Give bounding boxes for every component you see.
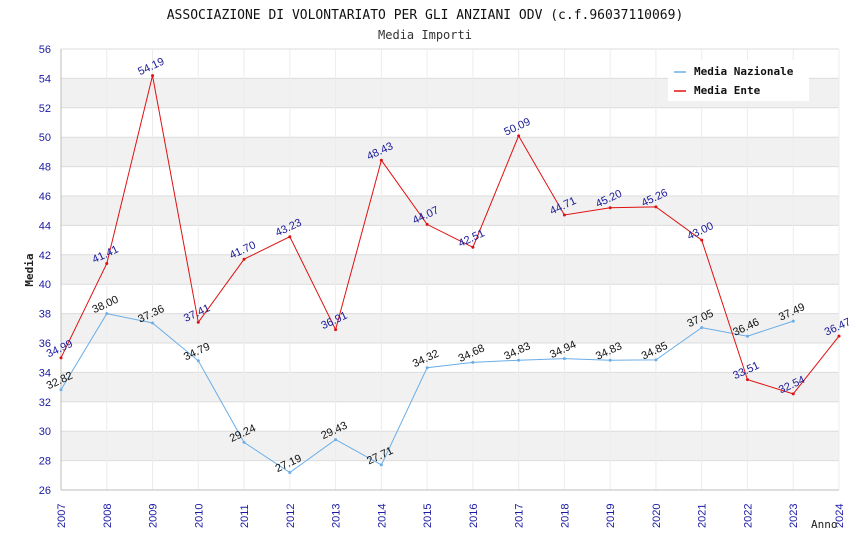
x-tick-label: 2008 bbox=[102, 504, 114, 528]
data-point bbox=[654, 358, 658, 362]
legend: Media Nazionale Media Ente bbox=[668, 60, 809, 101]
data-point bbox=[151, 74, 155, 78]
data-point bbox=[517, 358, 521, 362]
legend-label: Media Nazionale bbox=[694, 65, 794, 78]
x-tick-label: 2017 bbox=[514, 504, 526, 528]
data-point bbox=[608, 358, 612, 362]
y-tick-label: 44 bbox=[39, 220, 51, 232]
chart-title: ASSOCIAZIONE DI VOLONTARIATO PER GLI ANZ… bbox=[167, 8, 684, 23]
legend-box bbox=[668, 60, 809, 101]
y-axis-ticks: 26 28 30 32 34 36 38 40 42 44 46 48 50 52 54 56 bbox=[39, 44, 51, 497]
series-line-media-ente bbox=[60, 75, 840, 395]
data-label: 34.83 bbox=[594, 340, 624, 363]
data-point bbox=[242, 440, 246, 444]
data-point bbox=[562, 357, 566, 361]
y-tick-label: 56 bbox=[39, 44, 51, 56]
y-tick-label: 46 bbox=[39, 191, 51, 203]
data-label: 50.09 bbox=[502, 116, 532, 139]
y-tick-label: 26 bbox=[39, 485, 51, 497]
y-tick-label: 38 bbox=[39, 309, 51, 321]
x-axis-label: Anno bbox=[811, 518, 838, 531]
series-lines bbox=[59, 74, 841, 475]
x-tick-label: 2007 bbox=[56, 504, 68, 528]
data-point bbox=[59, 356, 63, 360]
data-point bbox=[242, 257, 246, 261]
grid-band bbox=[61, 431, 839, 461]
grid-lines bbox=[60, 48, 840, 491]
grid-band bbox=[61, 313, 839, 343]
data-point bbox=[700, 238, 704, 242]
x-axis-ticks: 2007 2008 2009 2010 2011 2012 2013 2014 2015 2016… bbox=[56, 504, 846, 528]
x-tick-label: 2009 bbox=[148, 504, 160, 528]
legend-label: Media Ente bbox=[694, 84, 761, 97]
y-tick-label: 50 bbox=[39, 132, 51, 144]
data-point bbox=[471, 245, 475, 249]
data-label: 54.19 bbox=[136, 56, 166, 79]
x-tick-label: 2022 bbox=[742, 504, 754, 528]
data-point bbox=[379, 463, 383, 467]
data-point bbox=[471, 360, 475, 364]
data-point bbox=[517, 134, 521, 138]
data-point bbox=[288, 471, 292, 475]
grid-band bbox=[61, 254, 839, 285]
grid-band bbox=[61, 196, 839, 226]
x-tick-label: 2023 bbox=[788, 504, 800, 528]
y-tick-label: 48 bbox=[39, 162, 51, 174]
x-tick-label: 2012 bbox=[285, 504, 297, 528]
grid-band bbox=[61, 137, 839, 167]
x-tick-label: 2020 bbox=[651, 504, 663, 528]
x-tick-label: 2015 bbox=[422, 504, 434, 528]
x-tick-label: 2024 bbox=[834, 504, 846, 528]
data-point bbox=[745, 334, 749, 338]
y-tick-label: 36 bbox=[39, 338, 51, 350]
x-tick-label: 2011 bbox=[239, 504, 251, 528]
data-label: 38.00 bbox=[90, 294, 120, 317]
data-point bbox=[700, 326, 704, 330]
x-tick-label: 2013 bbox=[331, 504, 343, 528]
data-point bbox=[791, 319, 795, 323]
data-point bbox=[151, 321, 155, 325]
data-point bbox=[425, 222, 429, 226]
data-point bbox=[837, 334, 841, 338]
y-tick-label: 52 bbox=[39, 103, 51, 115]
data-label: 34.83 bbox=[502, 340, 532, 363]
x-tick-label: 2018 bbox=[559, 504, 571, 528]
y-tick-label: 54 bbox=[39, 73, 51, 85]
data-point bbox=[745, 378, 749, 382]
grid-band bbox=[61, 372, 839, 402]
data-point bbox=[791, 392, 795, 396]
data-point bbox=[105, 312, 109, 316]
data-point bbox=[562, 213, 566, 217]
y-tick-label: 40 bbox=[39, 279, 51, 291]
data-point bbox=[608, 206, 612, 210]
y-tick-label: 30 bbox=[39, 426, 51, 438]
x-tick-label: 2019 bbox=[605, 504, 617, 528]
data-point bbox=[379, 158, 383, 162]
x-tick-label: 2021 bbox=[697, 504, 709, 528]
data-point bbox=[105, 261, 109, 265]
chart-subtitle: Media Importi bbox=[378, 28, 472, 42]
x-tick-label: 2014 bbox=[376, 504, 388, 528]
data-point bbox=[334, 328, 338, 332]
y-tick-label: 42 bbox=[39, 250, 51, 262]
data-point bbox=[288, 235, 292, 239]
y-tick-label: 28 bbox=[39, 456, 51, 468]
grid-bands bbox=[61, 78, 839, 461]
y-tick-label: 34 bbox=[39, 367, 51, 379]
data-point bbox=[196, 320, 200, 324]
y-tick-label: 32 bbox=[39, 397, 51, 409]
x-tick-label: 2010 bbox=[193, 504, 205, 528]
data-point bbox=[334, 438, 338, 442]
data-point bbox=[425, 366, 429, 370]
y-axis-label: Media bbox=[23, 253, 36, 286]
data-point bbox=[654, 205, 658, 209]
data-point bbox=[59, 388, 63, 392]
x-tick-label: 2016 bbox=[468, 504, 480, 528]
data-point bbox=[196, 359, 200, 363]
